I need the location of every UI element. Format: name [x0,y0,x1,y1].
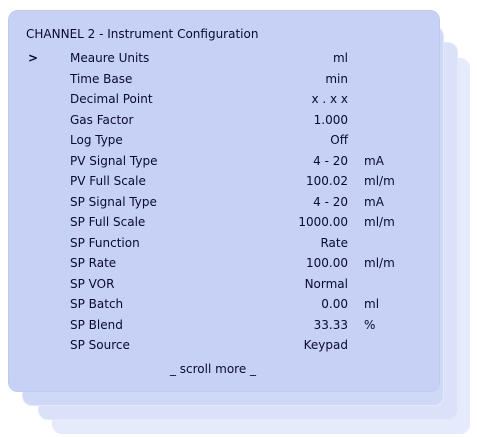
row-unit: mA [364,153,384,168]
row-value: 4 - 20 [313,194,348,209]
row-label[interactable]: Time Base [70,71,133,86]
row-label[interactable]: SP Function [70,235,140,250]
row-value: min [325,71,348,86]
row-value: 33.33 [313,317,348,332]
row-label[interactable]: Decimal Point [70,92,153,106]
row-label[interactable]: SP Blend [70,317,123,332]
row-label[interactable]: SP Source [70,338,130,352]
row-label[interactable]: SP Signal Type [70,194,157,209]
row-value: Off [330,133,348,147]
row-value: ml [332,51,348,65]
row-label[interactable]: SP Rate [70,256,117,270]
row-label[interactable]: Log Type [70,133,123,147]
main-card [8,10,440,392]
row-label[interactable]: PV Signal Type [70,153,158,168]
row-value: 100.00 [306,256,348,270]
row-label[interactable]: Meaure Units [70,51,150,65]
scroll-more[interactable]: _ scroll more _ [169,362,257,376]
row-unit: ml [364,297,380,311]
row-unit: ml/m [364,215,395,229]
row-value: Keypad [303,338,348,352]
row-label[interactable]: SP VOR [70,276,115,291]
row-value: x . x x [311,92,348,106]
row-label[interactable]: Gas Factor [70,112,134,127]
row-value: 0.00 [321,297,348,311]
row-value: Rate [320,235,348,250]
row-value: 1000.00 [298,215,348,229]
row-value: 4 - 20 [313,153,348,168]
row-unit: % [364,317,376,332]
row-label[interactable]: PV Full Scale [70,174,146,188]
row-value: 100.02 [306,174,348,188]
row-label[interactable]: SP Full Scale [70,215,146,229]
row-label[interactable]: SP Batch [70,297,124,311]
row-unit: mA [364,194,384,209]
row-value: Normal [304,276,348,291]
row-unit: ml/m [364,256,395,270]
cursor: > [28,51,39,65]
row-unit: ml/m [364,174,395,188]
title: CHANNEL 2 - Instrument Configuration [26,27,259,41]
row-value: 1.000 [313,112,348,127]
